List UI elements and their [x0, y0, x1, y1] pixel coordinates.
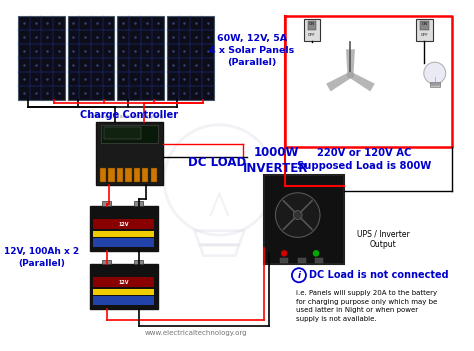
Bar: [104, 127, 141, 139]
Text: 60W, 12V, 5A
4 x Solar Panels
(Parallel): 60W, 12V, 5A 4 x Solar Panels (Parallel): [210, 34, 295, 67]
Bar: [68, 16, 114, 100]
Circle shape: [313, 250, 319, 257]
Text: www.electricaltechnology.org: www.electricaltechnology.org: [87, 114, 164, 119]
Bar: [90, 264, 157, 309]
Bar: [93, 219, 154, 229]
Text: 12V: 12V: [118, 280, 129, 285]
Text: DC LOAD: DC LOAD: [188, 156, 246, 169]
Bar: [298, 258, 306, 263]
Bar: [93, 296, 154, 305]
Bar: [416, 19, 433, 41]
Bar: [142, 167, 148, 181]
Bar: [18, 16, 65, 100]
Bar: [93, 231, 154, 237]
Bar: [93, 278, 154, 287]
Bar: [101, 125, 158, 143]
Polygon shape: [349, 72, 375, 92]
Text: www.electricaltechnology.org: www.electricaltechnology.org: [145, 330, 247, 336]
Bar: [117, 167, 123, 181]
Text: i.e. Panels will supply 20A to the battery
for charging purpose only which may b: i.e. Panels will supply 20A to the batte…: [296, 290, 438, 322]
Bar: [280, 258, 288, 263]
Bar: [93, 238, 154, 247]
Text: UPS / Inverter
Output: UPS / Inverter Output: [357, 229, 410, 249]
Text: Charge Controller: Charge Controller: [81, 110, 179, 120]
Bar: [108, 167, 115, 181]
Bar: [315, 258, 323, 263]
Bar: [264, 175, 344, 264]
Text: DC Load is not connected: DC Load is not connected: [309, 270, 449, 280]
Bar: [93, 278, 154, 287]
Text: 1000W
INVERTER: 1000W INVERTER: [243, 146, 309, 176]
Bar: [102, 201, 111, 206]
Polygon shape: [326, 72, 352, 92]
Text: 220V or 120V AC
Supposed Load is 800W: 220V or 120V AC Supposed Load is 800W: [297, 147, 432, 171]
Circle shape: [275, 193, 320, 237]
Bar: [90, 206, 157, 251]
Polygon shape: [346, 49, 355, 75]
Circle shape: [347, 72, 354, 78]
Bar: [102, 259, 111, 264]
Text: 12V: 12V: [118, 222, 129, 227]
Text: OFF: OFF: [420, 33, 428, 37]
Text: ON: ON: [421, 21, 428, 26]
Bar: [134, 259, 143, 264]
Bar: [430, 82, 440, 87]
Bar: [125, 167, 131, 181]
Bar: [96, 122, 163, 185]
Bar: [304, 19, 320, 41]
Bar: [420, 21, 428, 30]
Text: i: i: [297, 271, 301, 280]
Bar: [93, 219, 154, 229]
Bar: [93, 289, 154, 295]
Text: ON: ON: [309, 21, 315, 26]
Bar: [134, 167, 140, 181]
Circle shape: [281, 250, 287, 257]
Bar: [151, 167, 157, 181]
Bar: [134, 201, 143, 206]
Circle shape: [293, 211, 302, 219]
Bar: [308, 21, 316, 30]
Circle shape: [424, 62, 446, 84]
Bar: [100, 167, 106, 181]
Text: 12V, 100Ah x 2
(Parallel): 12V, 100Ah x 2 (Parallel): [4, 247, 79, 268]
Bar: [167, 16, 214, 100]
Bar: [117, 16, 164, 100]
Text: OFF: OFF: [308, 33, 316, 37]
